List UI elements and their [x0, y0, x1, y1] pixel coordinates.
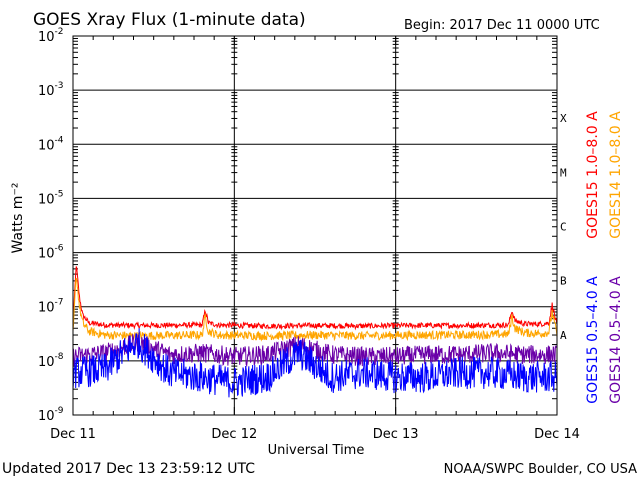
legend-entry: GOES15 1.0–8.0 A: [585, 111, 601, 239]
y-tick-label: 10-5: [38, 189, 64, 207]
plot-frame: [72, 35, 558, 416]
y-tick-label: 10-8: [38, 352, 64, 370]
series-line: [72, 266, 558, 331]
y-tick-label: 10-6: [38, 244, 64, 262]
flare-class-labels: X M C B A: [560, 112, 567, 342]
x-tick-label: Dec 11: [50, 427, 96, 442]
series-layer: [72, 266, 558, 398]
begin-label: Begin: 2017 Dec 11 0000 UTC: [404, 18, 600, 33]
legend: GOES15 1.0–8.0 A GOES14 1.0–8.0 A GOES15 0…: [585, 111, 624, 404]
updated-label: Updated 2017 Dec 13 23:59:12 UTC: [2, 461, 255, 477]
legend-entry: GOES14 0.5–4.0 A: [608, 276, 624, 404]
y-tick-label: 10-4: [38, 135, 64, 153]
series-line: [72, 277, 558, 342]
x-axis-label: Universal Time: [268, 443, 365, 458]
flare-class-label: C: [560, 221, 567, 234]
x-tick-label: Dec 14: [534, 427, 580, 442]
y-tick-labels: 10-2 10-3 10-4 10-5 10-6 10-7 10-8 10-9: [38, 27, 64, 424]
y-tick-label: 10-2: [38, 27, 64, 45]
y-tick-label: 10-7: [38, 298, 64, 316]
chart-title: GOES Xray Flux (1-minute data): [33, 10, 306, 30]
legend-entry: GOES15 0.5–4.0 A: [585, 276, 601, 404]
legend-entry: GOES14 1.0–8.0 A: [608, 111, 624, 239]
x-tick-label: Dec 13: [373, 427, 419, 442]
y-tick-label: 10-3: [38, 81, 64, 99]
series-line: [72, 328, 558, 398]
flare-class-label: M: [560, 166, 567, 179]
flare-class-label: X: [560, 112, 567, 125]
plot-border: [72, 35, 558, 416]
y-axis-label: Watts m⁻²: [10, 183, 26, 254]
flare-class-label: B: [560, 275, 567, 288]
x-tick-label: Dec 12: [211, 427, 257, 442]
y-tick-label: 10-9: [38, 406, 64, 424]
credit-label: NOAA/SWPC Boulder, CO USA: [444, 462, 637, 477]
x-tick-labels: Dec 11 Dec 12 Dec 13 Dec 14: [50, 427, 580, 442]
flare-class-label: A: [560, 329, 567, 342]
